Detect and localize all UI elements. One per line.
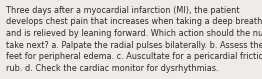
Text: take next? a. Palpate the radial pulses bilaterally. b. Assess the: take next? a. Palpate the radial pulses …	[6, 41, 262, 50]
Text: and is relieved by leaning forward. Which action should the nurse: and is relieved by leaning forward. Whic…	[6, 29, 262, 38]
Text: feet for peripheral edema. c. Auscultate for a pericardial friction: feet for peripheral edema. c. Auscultate…	[6, 52, 262, 61]
Text: Three days after a myocardial infarction (MI), the patient: Three days after a myocardial infarction…	[6, 6, 239, 15]
Text: rub. d. Check the cardiac monitor for dysrhythmias.: rub. d. Check the cardiac monitor for dy…	[6, 64, 218, 73]
Text: develops chest pain that increases when taking a deep breath: develops chest pain that increases when …	[6, 17, 262, 26]
